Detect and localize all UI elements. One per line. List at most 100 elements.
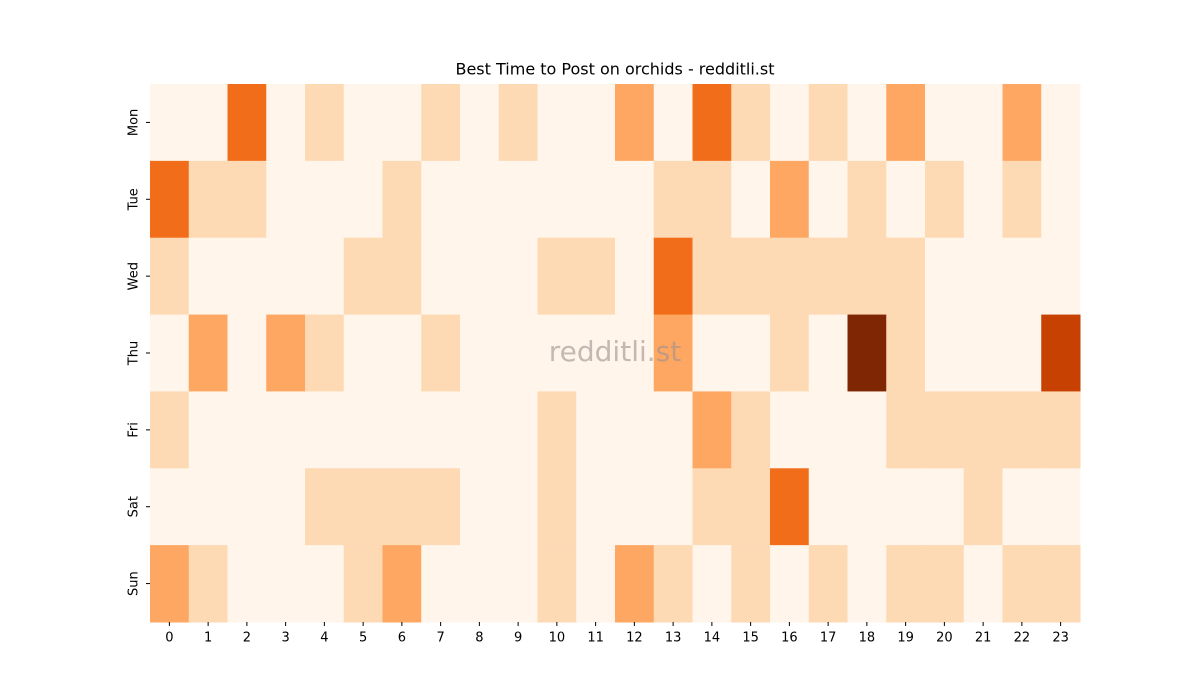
heatmap-cell xyxy=(1002,84,1042,162)
heatmap-cell xyxy=(305,391,345,469)
heatmap-cell xyxy=(343,545,383,623)
heatmap-cell xyxy=(460,237,500,316)
heatmap-cell xyxy=(1041,545,1081,623)
heatmap-cell xyxy=(498,468,538,546)
heatmap-cell xyxy=(537,545,577,623)
heatmap-cell xyxy=(847,237,887,316)
heatmap-cell xyxy=(537,314,577,392)
heatmap-cell xyxy=(692,468,732,546)
heatmap-cell xyxy=(460,391,500,469)
x-tick-label: 21 xyxy=(975,631,992,646)
heatmap-cell xyxy=(1041,160,1081,239)
heatmap-cell xyxy=(886,545,926,623)
x-tick-label: 14 xyxy=(704,631,721,646)
heatmap-cell xyxy=(615,84,655,162)
heatmap-cell xyxy=(382,468,422,546)
heatmap-cell xyxy=(925,545,965,623)
heatmap-cell xyxy=(576,160,616,239)
heatmap-cell xyxy=(305,160,345,239)
heatmap-cell xyxy=(421,237,461,316)
heatmap-cell xyxy=(421,468,461,546)
heatmap-cell xyxy=(460,314,500,392)
heatmap-cell xyxy=(925,237,965,316)
heatmap-cell xyxy=(770,160,810,239)
heatmap-cell xyxy=(925,84,965,162)
heatmap-cell xyxy=(227,391,267,469)
heatmap-cell xyxy=(808,391,848,469)
heatmap-cell xyxy=(227,314,267,392)
heatmap-cell xyxy=(576,84,616,162)
x-tick-label: 16 xyxy=(781,631,798,646)
x-tick-label: 6 xyxy=(398,631,406,646)
heatmap-cell xyxy=(1002,314,1042,392)
axes: 0 1 2 3 4 5 6 7 8 9 10 11 12 13 14 15 16 17 18 19 20 21 22 23Mo… xyxy=(127,109,1069,646)
heatmap-cell xyxy=(576,237,616,316)
heatmap-cell xyxy=(498,84,538,162)
heatmap-cell xyxy=(1002,468,1042,546)
heatmap-cell xyxy=(421,314,461,392)
heatmap-cell xyxy=(692,314,732,392)
heatmap-cell xyxy=(498,545,538,623)
heatmap-cell xyxy=(537,237,577,316)
heatmap-cell xyxy=(731,468,771,546)
heatmap-cell xyxy=(460,84,500,162)
heatmap-cells xyxy=(150,84,1081,623)
heatmap-cell xyxy=(615,391,655,469)
heatmap-cell xyxy=(653,160,693,239)
heatmap-cell xyxy=(305,237,345,316)
heatmap-cell xyxy=(305,314,345,392)
heatmap-cell xyxy=(731,160,771,239)
heatmap-cell xyxy=(653,237,693,316)
x-tick-label: 7 xyxy=(436,631,444,646)
heatmap-cell xyxy=(188,314,228,392)
heatmap-cell xyxy=(227,84,267,162)
x-tick-label: 2 xyxy=(243,631,251,646)
heatmap-cell xyxy=(808,160,848,239)
heatmap-cell xyxy=(188,84,228,162)
heatmap-cell xyxy=(227,160,267,239)
heatmap-cell xyxy=(692,237,732,316)
heatmap-cell xyxy=(188,160,228,239)
heatmap-cell xyxy=(847,391,887,469)
heatmap-cell xyxy=(808,314,848,392)
heatmap-cell xyxy=(498,160,538,239)
heatmap-cell xyxy=(615,468,655,546)
heatmap-cell xyxy=(382,545,422,623)
heatmap-cell xyxy=(731,84,771,162)
heatmap-cell xyxy=(1002,545,1042,623)
heatmap-cell xyxy=(498,237,538,316)
heatmap-cell xyxy=(731,237,771,316)
y-tick-label: Tue xyxy=(127,188,142,211)
y-tick-label: Fri xyxy=(127,422,142,438)
x-tick-label: 22 xyxy=(1014,631,1031,646)
heatmap-cell xyxy=(770,391,810,469)
heatmap-cell xyxy=(537,160,577,239)
heatmap-cell xyxy=(421,391,461,469)
heatmap-cell xyxy=(343,237,383,316)
heatmap-cell xyxy=(576,545,616,623)
heatmap-cell xyxy=(460,160,500,239)
heatmap-cell xyxy=(653,391,693,469)
heatmap-cell xyxy=(1041,237,1081,316)
y-tick-label: Sat xyxy=(127,496,142,517)
heatmap-cell xyxy=(343,391,383,469)
heatmap-cell xyxy=(653,314,693,392)
heatmap-cell xyxy=(227,468,267,546)
heatmap-cell xyxy=(1041,391,1081,469)
heatmap-cell xyxy=(653,545,693,623)
heatmap-cell xyxy=(498,314,538,392)
chart-title: Best Time to Post on orchids - redditli.… xyxy=(455,60,774,79)
heatmap-cell xyxy=(150,391,190,469)
y-tick-label: Sun xyxy=(127,571,142,596)
x-tick-label: 8 xyxy=(475,631,483,646)
heatmap-cell xyxy=(963,545,1003,623)
heatmap-cell xyxy=(460,468,500,546)
heatmap-cell xyxy=(886,237,926,316)
heatmap-cell xyxy=(266,468,306,546)
heatmap-cell xyxy=(537,468,577,546)
watermark: redditli.st xyxy=(549,335,681,368)
heatmap-cell xyxy=(808,84,848,162)
heatmap-cell xyxy=(1041,314,1081,392)
heatmap-cell xyxy=(343,314,383,392)
x-tick-label: 11 xyxy=(587,631,604,646)
